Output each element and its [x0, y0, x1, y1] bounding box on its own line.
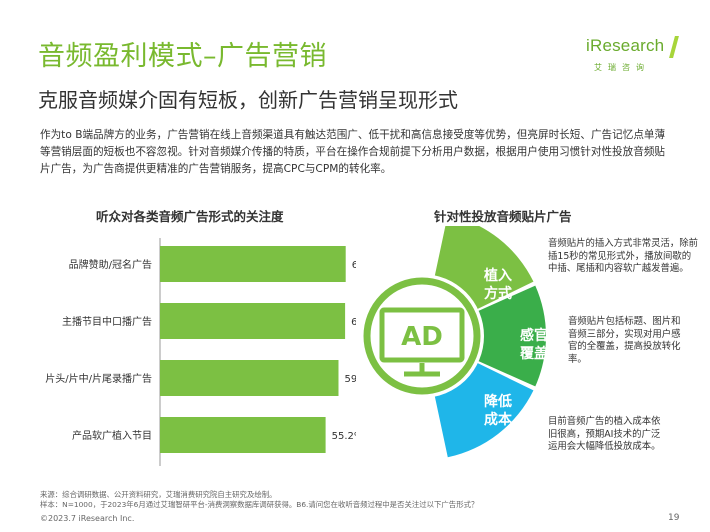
segment-3-label-2: 成本 — [484, 411, 513, 428]
segment-1-label-1: 植入 — [483, 267, 512, 284]
bar-0 — [160, 246, 346, 282]
ad-diagram: AD 植入 方式 感官 覆盖 降低 成本 — [360, 226, 548, 458]
value-label-0: 61.9% — [352, 260, 356, 271]
segment-sensory-coverage — [476, 285, 546, 387]
value-label-2: 59.5% — [345, 374, 357, 385]
segment-3-description: 目前音频广告的植入成本依旧很高，预期AI技术的广泛运用会大幅降低投放成本。 — [548, 416, 661, 452]
logo-slash-icon — [669, 36, 679, 58]
category-label-1: 主播节目中口播广告 — [62, 315, 152, 328]
bar-chart-title: 听众对各类音频广告形式的关注度 — [96, 209, 284, 224]
segment-2-label-1: 感官 — [520, 327, 548, 344]
bar-1 — [160, 303, 346, 339]
segment-2-label-2: 覆盖 — [520, 345, 548, 362]
category-label-2: 片头/片中/片尾录播广告 — [45, 372, 152, 385]
inner-green-ring — [363, 277, 481, 395]
bar-3 — [160, 417, 326, 453]
category-label-0: 品牌赞助/冠名广告 — [69, 258, 152, 271]
inner-white-circle — [360, 274, 484, 398]
segment-1-label-2: 方式 — [484, 285, 512, 302]
source-line-2: 样本：N=1000，于2023年6月通过艾瑞智研平台-消费洞察数据库调研获得。B… — [40, 500, 479, 509]
page-number: 19 — [668, 513, 680, 523]
segment-reduce-cost — [434, 362, 534, 458]
segment-3-label-1: 降低 — [484, 393, 512, 410]
page-subtitle: 克服音频媒介固有短板，创新广告营销呈现形式 — [38, 88, 458, 112]
copyright: ©2023.7 iResearch Inc. — [40, 514, 135, 523]
source-line-1: 来源：综合调研数据、公开资料研究，艾瑞消费研究院自主研究及绘制。 — [40, 490, 277, 499]
logo-brand-text: iResearch — [586, 36, 665, 55]
value-label-3: 55.2% — [332, 431, 356, 442]
category-label-3: 产品软广植入节目 — [72, 429, 152, 442]
bar-2 — [160, 360, 339, 396]
segment-2-description: 音频贴片包括标题、图片和音频三部分，实现对用户感官的全覆盖，提高投放转化率。 — [568, 316, 681, 365]
source-note: 来源：综合调研数据、公开资料研究，艾瑞消费研究院自主研究及绘制。 样本：N=10… — [40, 490, 680, 510]
ad-icon-text: AD — [401, 322, 443, 352]
diagram-title: 针对性投放音频贴片广告 — [434, 209, 572, 224]
value-label-1: 61.7% — [351, 317, 356, 328]
intro-paragraph: 作为to B端品牌方的业务，广告营销在线上音频渠道具有触达范围广、低干扰和高信息… — [40, 129, 666, 175]
iresearch-logo: iResearch 艾瑞咨询 — [586, 36, 682, 82]
page-title: 音频盈利模式–广告营销 — [38, 41, 327, 72]
segment-1-description: 音频贴片的插入方式非常灵活，除前插15秒的常见形式外，播放间歇的中插、尾插和内容… — [548, 238, 699, 274]
logo-brand-subtext: 艾瑞咨询 — [594, 63, 650, 72]
attention-bar-chart: 品牌赞助/冠名广告 61.9% 主播节目中口播广告 61.7% 片头/片中/片尾录播广告… — [45, 238, 357, 466]
ad-screen-icon — [379, 307, 465, 363]
